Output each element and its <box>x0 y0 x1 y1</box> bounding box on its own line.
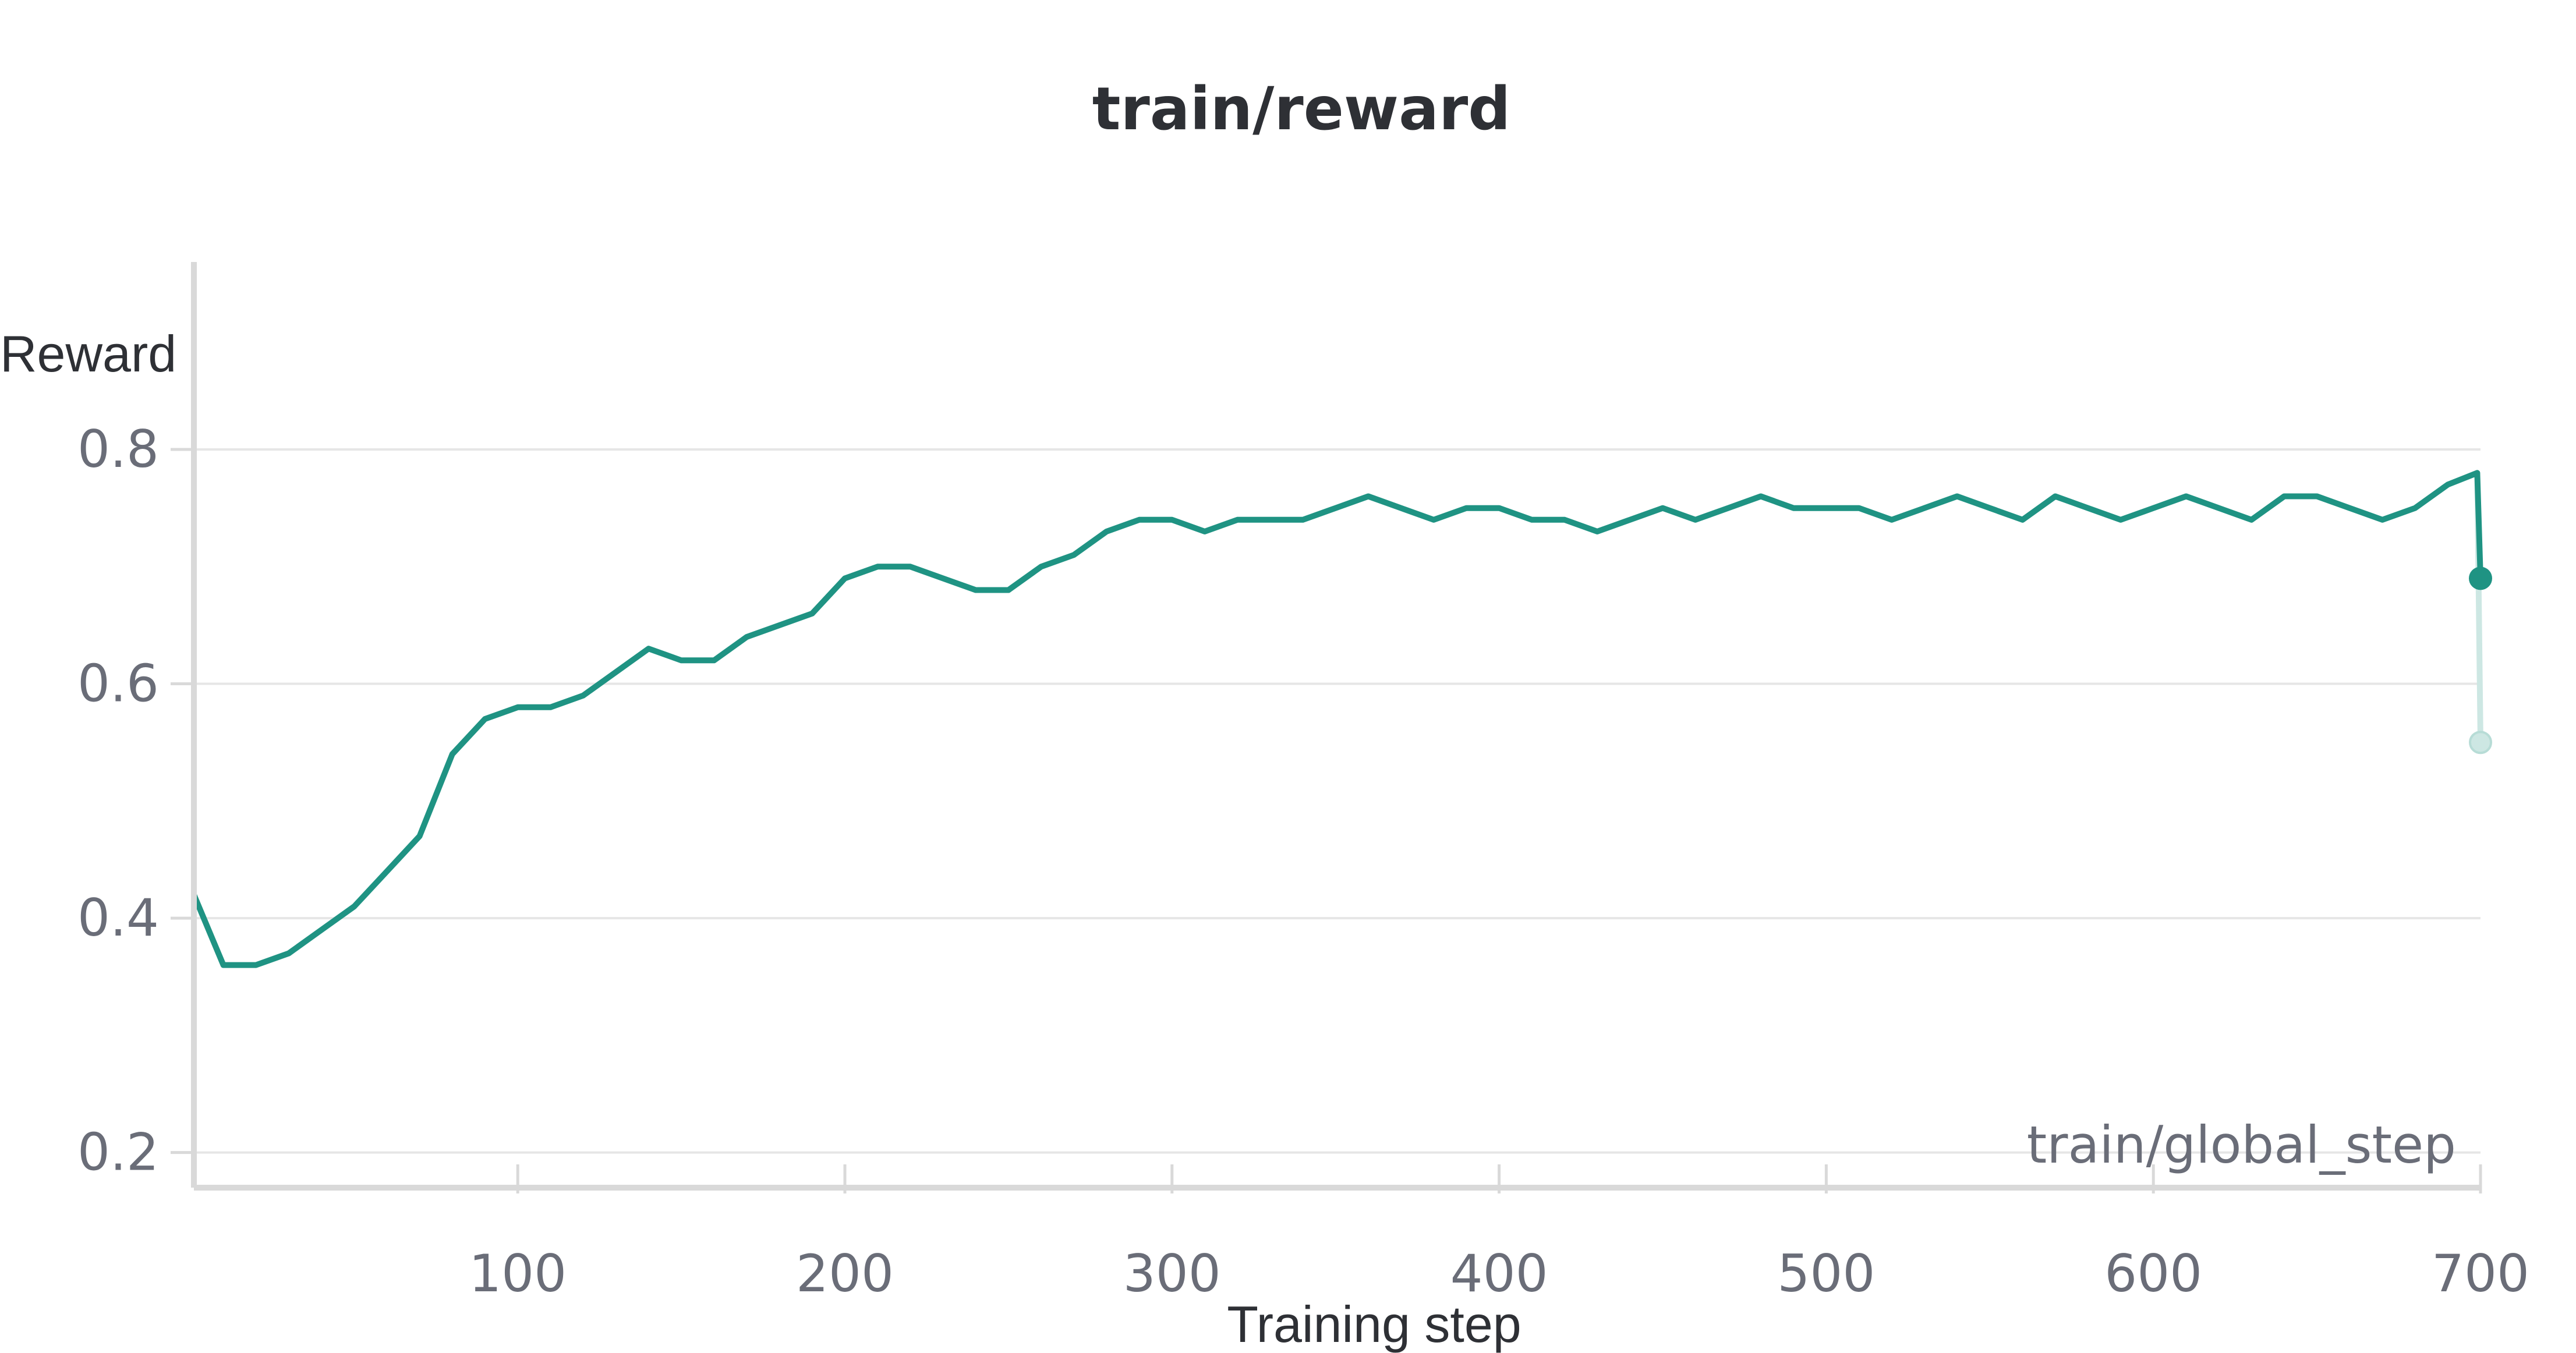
x-tick-label: 600 <box>2104 1244 2202 1304</box>
x-tick-label: 400 <box>1450 1244 1548 1304</box>
grid-lines <box>194 448 2481 1154</box>
labels: train/reward Reward Training step train/… <box>0 75 2529 1353</box>
y-tick-label: 0.8 <box>77 419 159 479</box>
x-axis-title: Training step <box>1227 1295 1521 1353</box>
x-key-label: train/global_step <box>2027 1115 2456 1175</box>
smoothed-last-point <box>2469 566 2492 590</box>
y-tick-label: 0.2 <box>77 1122 159 1182</box>
y-tick-label: 0.4 <box>77 888 159 948</box>
x-tick-label: 200 <box>796 1244 894 1304</box>
x-tick-label: 500 <box>1777 1244 1875 1304</box>
smoothed-series-line <box>191 470 2483 968</box>
y-tick-label: 0.6 <box>77 654 159 714</box>
chart-title: train/reward <box>1092 75 1511 144</box>
axes <box>171 262 2482 1193</box>
smoothed-series-layer <box>191 470 2492 968</box>
y-axis-title: Reward <box>0 325 176 382</box>
raw-last-point <box>2469 731 2492 755</box>
x-tick-label: 300 <box>1123 1244 1221 1304</box>
x-tick-label: 700 <box>2432 1244 2529 1304</box>
raw-series-line <box>191 470 2483 968</box>
raw-series-layer <box>191 470 2492 968</box>
x-tick-label: 100 <box>469 1244 567 1304</box>
